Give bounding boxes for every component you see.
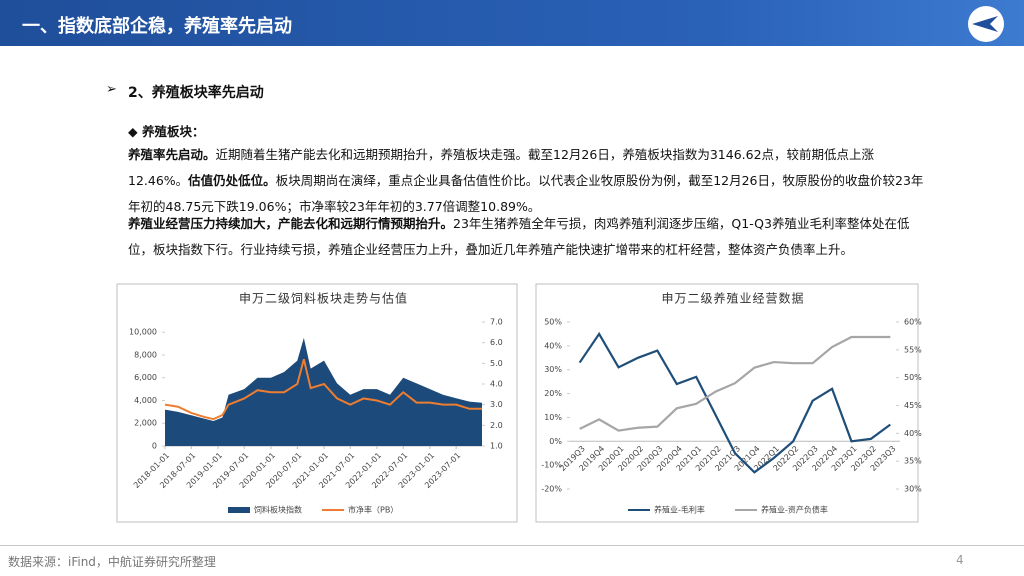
subheading-text: 养殖板块： [141, 124, 205, 139]
text: 近期随着生猪产能去化和远期预期抬升，养殖板块走强。截至12月26日，养殖板块指数… [128, 147, 875, 188]
chart-frame [535, 283, 919, 523]
header-title: 一、指数底部企稳，养殖率先启动 [22, 16, 292, 37]
legend-label: 饲料板块指数 [254, 505, 302, 515]
y-tick-label: 20% [544, 389, 562, 398]
y2-tick-label: 55% [904, 345, 922, 354]
y-tick-label: -10% [541, 461, 562, 470]
area [165, 337, 482, 446]
y2-tick-label: 1.0 [490, 442, 503, 451]
y2-tick-label: 50% [904, 373, 922, 382]
paragraph: 养殖业经营压力持续加大，产能去化和远期行情预期抬升。23年生猪养殖全年亏损，肉鸡… [128, 211, 924, 263]
paragraph: 养殖率先启动。近期随着生猪产能去化和远期预期抬升，养殖板块走强。截至12月26日… [128, 142, 924, 220]
y2-tick-label: 45% [904, 401, 922, 410]
y-tick-label: 30% [544, 365, 562, 374]
legend-label: 养殖业-毛利率 [654, 505, 705, 515]
y-tick-label: 0% [549, 437, 562, 446]
section-title: 2、养殖板块率先启动 [128, 85, 264, 101]
y-tick-label: 40% [544, 341, 562, 350]
y-tick-label: 2,000 [134, 419, 157, 428]
line [578, 331, 891, 474]
text: 板块周期尚在演绎，重点企业具备估值性价比。以代表企业牧原股份为例，截至12月26… [128, 173, 924, 214]
bold-text: 养殖率先启动。 [128, 147, 216, 162]
y2-tick-label: 30% [904, 485, 922, 494]
legend-label: 市净率（PB） [348, 505, 398, 515]
y2-tick-label: 3.0 [490, 400, 503, 409]
y-tick-label: 50% [544, 318, 562, 327]
bullet: ➢ [106, 82, 117, 97]
y2-tick-label: 6.0 [490, 338, 503, 347]
bold-text: 估值仍处低位。 [188, 173, 276, 188]
line [164, 358, 482, 421]
text: 23年生猪养殖全年亏损，肉鸡养殖利润逐步压缩，Q1-Q3养殖业毛利率整体处在低位… [128, 216, 910, 257]
y2-tick-label: 60% [904, 318, 922, 327]
y-tick-label: 4,000 [134, 396, 157, 405]
y-tick-label: 0 [152, 442, 157, 451]
chart-title: 申万二级饲料板块走势与估值 [239, 291, 408, 306]
y2-tick-label: 4.0 [490, 380, 503, 389]
source-note: 数据来源：iFind，中航证券研究所整理 [8, 555, 216, 569]
subheading: ◆ 养殖板块： [128, 124, 205, 139]
legend-swatch [228, 507, 250, 513]
y-tick-label: -20% [541, 485, 562, 494]
footer-line [0, 545, 1024, 546]
legend-label: 养殖业-资产负债率 [761, 505, 828, 515]
y-tick-label: 10,000 [129, 328, 157, 337]
bold-text: 养殖业经营压力持续加大，产能去化和远期行情预期抬升。 [128, 216, 454, 231]
y2-tick-label: 35% [904, 457, 922, 466]
line [579, 335, 891, 432]
page-number: 4 [956, 553, 964, 567]
y2-tick-label: 7.0 [490, 318, 503, 327]
chart-title: 申万二级养殖业经营数据 [661, 291, 804, 306]
y2-tick-label: 2.0 [490, 421, 503, 430]
y2-tick-label: 5.0 [490, 359, 503, 368]
y-tick-label: 6,000 [134, 373, 157, 382]
logo [968, 6, 1004, 42]
y-tick-label: 10% [544, 413, 562, 422]
header-bar: 一、指数底部企稳，养殖率先启动 [0, 0, 1024, 46]
y2-tick-label: 40% [904, 429, 922, 438]
y-tick-label: 8,000 [134, 350, 157, 359]
